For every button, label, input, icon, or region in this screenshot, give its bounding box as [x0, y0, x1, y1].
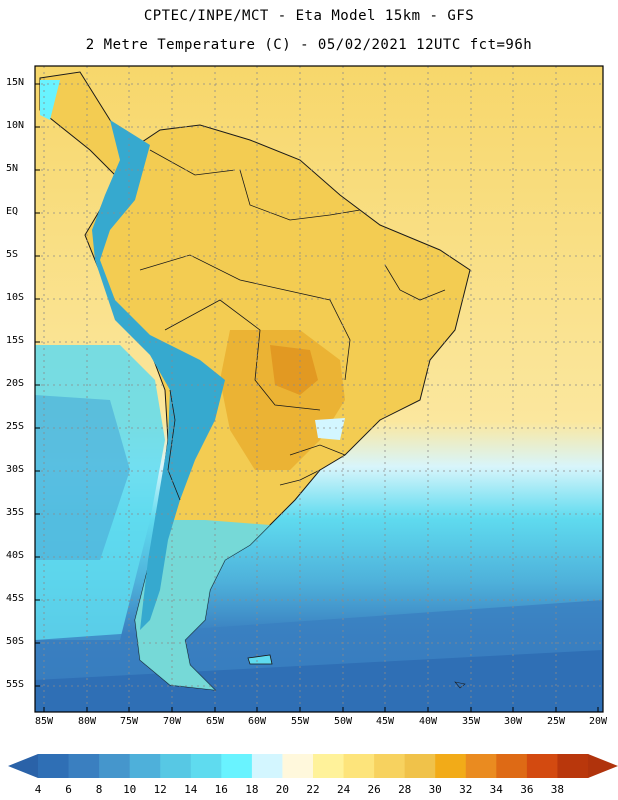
southern-brazil-cool-patch	[315, 418, 345, 440]
southern-ocean-cold	[35, 650, 603, 712]
lat-label-5s: 5S	[6, 249, 19, 260]
lon-label-70w: 70W	[162, 716, 182, 727]
colorbar-label: 18	[245, 783, 259, 796]
lat-label-55s: 55S	[6, 679, 25, 690]
lon-label-60w: 60W	[247, 716, 267, 727]
colorbar-swatch	[282, 754, 314, 778]
lat-lon-grid	[35, 66, 603, 712]
central-america-cool	[40, 80, 60, 120]
colorbar-swatch	[99, 754, 131, 778]
colorbar	[8, 754, 618, 778]
lon-label-50w: 50W	[333, 716, 353, 727]
colorbar-label: 20	[275, 783, 290, 796]
lat-label-eq: EQ	[6, 206, 19, 217]
colorbar-swatch	[68, 754, 100, 778]
colorbar-label: 26	[367, 783, 381, 796]
map-title-line2: 2 Metre Temperature (C) - 05/02/2021 12U…	[85, 37, 533, 53]
pacific-cooler-band	[35, 395, 130, 560]
colorbar-label: 6	[65, 783, 72, 796]
colorbar-swatch	[526, 754, 558, 778]
country-borders	[139, 149, 446, 501]
colorbar-swatch	[496, 754, 528, 778]
lat-label-10s: 10S	[6, 292, 25, 303]
colorbar-label: 38	[550, 783, 565, 796]
lat-label-30s: 30S	[6, 464, 25, 475]
colorbar-right-arrow	[588, 754, 618, 778]
lat-label-50s: 50S	[6, 636, 25, 647]
map-frame	[34, 65, 604, 713]
colorbar-swatch	[435, 754, 467, 778]
lat-label-40s: 40S	[6, 550, 25, 561]
lon-label-80w: 80W	[77, 716, 97, 727]
lat-label-25s: 25S	[6, 421, 25, 432]
hottest-spot	[270, 345, 318, 395]
colorbar-label: 4	[34, 783, 42, 796]
andes-cold-strip	[92, 120, 225, 630]
patagonia-cool	[135, 520, 270, 690]
colorbar-swatch	[404, 754, 436, 778]
lat-label-35s: 35S	[6, 507, 25, 518]
lat-label-20s: 20S	[6, 378, 25, 389]
lat-label-15n: 15N	[6, 77, 25, 88]
colorbar-swatch	[343, 754, 375, 778]
lon-label-30w: 30W	[503, 716, 523, 727]
lon-label-35w: 35W	[461, 716, 481, 727]
colorbar-swatch	[38, 754, 70, 778]
colorbar-swatch	[557, 754, 589, 778]
lat-label-5n: 5N	[6, 163, 19, 174]
colorbar-label: 10	[123, 783, 137, 796]
colorbar-label: 32	[459, 783, 473, 796]
colorbar-left-arrow	[8, 754, 38, 778]
colorbar-label: 30	[428, 783, 442, 796]
colorbar-swatch	[160, 754, 192, 778]
axis-ticks	[35, 83, 599, 712]
colorbar-swatch	[129, 754, 161, 778]
lon-label-55w: 55W	[290, 716, 310, 727]
colorbar-label: 28	[398, 783, 412, 796]
lon-label-20w: 20W	[588, 716, 608, 727]
colorbar-label: 34	[489, 783, 503, 796]
lon-label-25w: 25W	[546, 716, 566, 727]
colorbar-swatch	[190, 754, 222, 778]
lat-label-45s: 45S	[6, 593, 25, 604]
colorbar-swatch	[374, 754, 406, 778]
lon-label-40w: 40W	[418, 716, 438, 727]
lon-label-75w: 75W	[119, 716, 139, 727]
colorbar-label: 36	[520, 783, 534, 796]
colorbar-label: 16	[214, 783, 228, 796]
lon-label-45w: 45W	[375, 716, 395, 727]
colorbar-label: 12	[153, 783, 167, 796]
lat-label-15s: 15S	[6, 335, 25, 346]
lat-label-10n: 10N	[6, 120, 25, 131]
map-title-line1: CPTEC/INPE/MCT - Eta Model 15km - GFS	[143, 8, 475, 24]
colorbar-swatch	[251, 754, 283, 778]
colorbar-swatch	[313, 754, 345, 778]
colorbar-label: 22	[306, 783, 320, 796]
lon-label-85w: 85W	[34, 716, 54, 727]
colorbar-swatch	[465, 754, 497, 778]
colorbar-swatch	[221, 754, 253, 778]
lon-label-65w: 65W	[205, 716, 225, 727]
falkland-islands	[247, 654, 273, 665]
colorbar-label: 14	[184, 783, 198, 796]
colorbar-label: 24	[336, 783, 351, 796]
colorbar-label: 8	[95, 783, 103, 796]
